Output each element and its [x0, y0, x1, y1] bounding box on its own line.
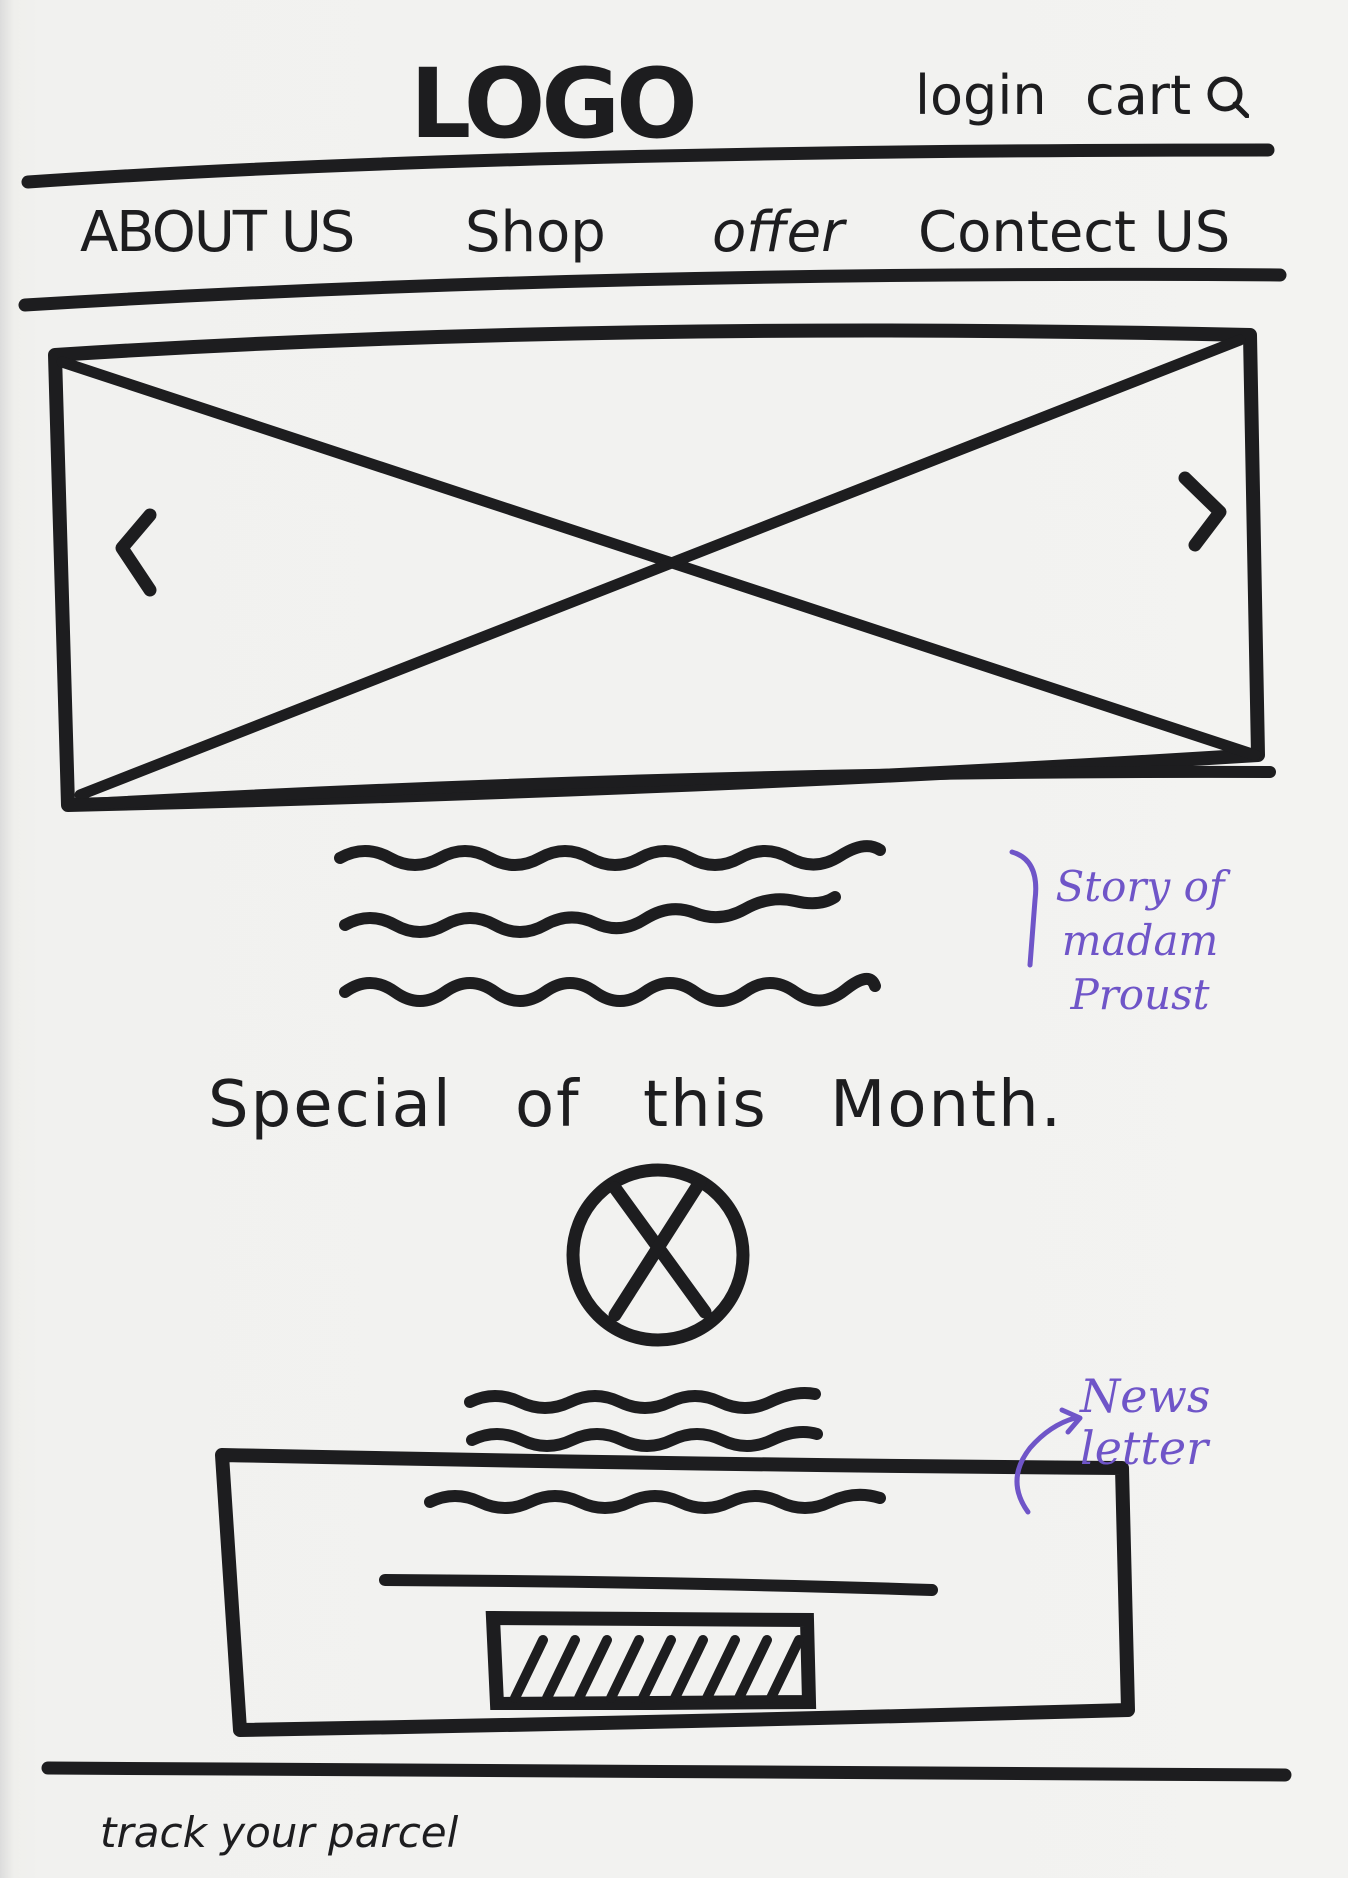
nav-item-contact-us[interactable]: Contect US: [918, 200, 1231, 265]
hero-prev-button[interactable]: [100, 495, 170, 610]
button-hatch-7: [702, 1635, 740, 1703]
hero-carousel[interactable]: [70, 345, 1240, 785]
login-link[interactable]: login: [915, 64, 1047, 127]
newsletter-email-input[interactable]: [380, 1560, 940, 1604]
button-hatch-1: [510, 1635, 548, 1703]
button-hatch-8: [734, 1635, 772, 1703]
search-icon[interactable]: [1205, 74, 1249, 118]
hero-bottom-stroke: [64, 765, 1276, 811]
newsletter-annotation: News letter: [1080, 1369, 1211, 1475]
newsletter-arrow-icon: [1014, 1407, 1083, 1515]
cart-link[interactable]: cart: [1085, 64, 1192, 127]
footer-divider: [41, 1761, 1292, 1782]
special-heading: Special of this Month.: [208, 1068, 1064, 1142]
chevron-right-icon: [1178, 471, 1227, 552]
logo[interactable]: LOGO: [410, 48, 698, 160]
nav-item-offer[interactable]: offer: [712, 200, 845, 265]
track-parcel-link[interactable]: track your parcel: [100, 1808, 459, 1857]
special-image-cross-b: [608, 1175, 707, 1322]
newsletter-frame: [215, 1448, 1135, 1737]
newsletter-text-line: [424, 1488, 886, 1514]
special-text-line-1: [464, 1387, 821, 1414]
button-outline: [485, 1610, 817, 1712]
story-bracket: [1009, 849, 1039, 968]
submit-button-sketch: [485, 1610, 817, 1712]
header-divider: [21, 143, 1275, 189]
hero-diagonal-a: [56, 356, 1261, 761]
button-hatch-2: [542, 1635, 580, 1703]
button-hatch-4: [606, 1635, 644, 1703]
hero-next-button[interactable]: [1165, 458, 1240, 568]
button-hatch-9: [766, 1635, 804, 1703]
nav-item-shop[interactable]: Shop: [465, 200, 606, 265]
story-text-line-1: [334, 840, 886, 871]
newsletter-input-line: [379, 1574, 938, 1596]
newsletter-submit-button[interactable]: [485, 1610, 817, 1712]
special-image-circle: [566, 1163, 750, 1347]
story-text-line-2: [339, 891, 841, 938]
chevron-left-icon: [115, 508, 157, 597]
story-annotation: Story of madam Proust: [1055, 862, 1225, 1019]
button-hatch-3: [574, 1635, 612, 1703]
nav-divider: [18, 267, 1287, 312]
special-text-line-2: [466, 1426, 823, 1452]
button-hatch-5: [638, 1635, 676, 1703]
nav-item-about-us[interactable]: ABOUT US: [80, 200, 355, 265]
special-product-image[interactable]: [568, 1165, 748, 1345]
story-text-line-3: [339, 973, 881, 1007]
hero-diagonal-b: [74, 334, 1246, 801]
button-hatch-6: [670, 1635, 708, 1703]
